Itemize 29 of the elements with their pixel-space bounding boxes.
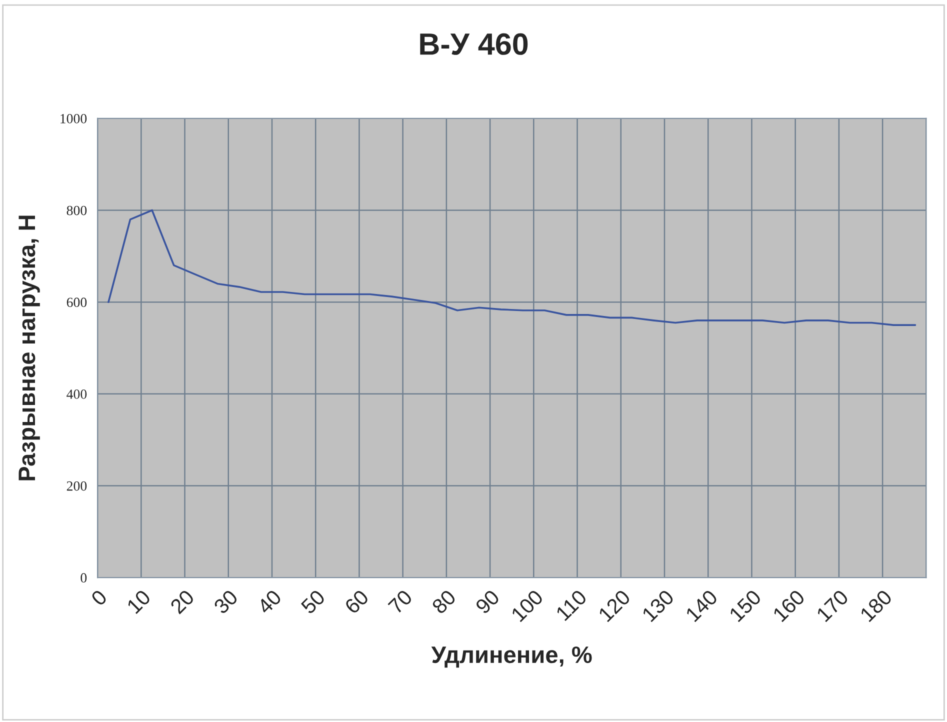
x-tick-label: 90 (474, 588, 500, 615)
x-tick-label: 180 (859, 588, 893, 622)
x-tick-label: 140 (685, 588, 718, 622)
x-tick-label: 100 (510, 588, 544, 622)
x-tick-label: 70 (388, 588, 414, 614)
x-tick-label: 160 (772, 588, 806, 622)
y-tick-label: 600 (66, 298, 87, 308)
y-tick-label: 200 (66, 481, 87, 491)
x-tick-label: 10 (126, 588, 152, 614)
x-tick-label: 60 (344, 588, 370, 614)
x-tick-label: 170 (816, 588, 850, 622)
x-tick-label: 0 (90, 588, 108, 606)
y-tick-label: 1000 (60, 114, 87, 124)
x-tick-label: 20 (170, 588, 196, 614)
x-tick-label: 150 (728, 588, 762, 622)
y-axis-title: Разрывнае нагрузка, Н (18, 216, 40, 480)
x-tick-label: 50 (300, 588, 326, 615)
y-tick-label: 0 (80, 573, 87, 583)
x-tick-label: 130 (641, 588, 675, 622)
y-tick-label: 800 (66, 206, 87, 216)
line-series (108, 209, 916, 326)
x-tick-label: 30 (212, 588, 239, 615)
x-tick-label: 120 (598, 588, 632, 622)
x-axis-title: Удлинение, % (431, 646, 592, 668)
x-tick-label: 40 (256, 588, 282, 615)
chart-title: В-У 460 (420, 33, 528, 55)
x-tick-label: 110 (555, 588, 588, 622)
x-tick-label: 80 (431, 588, 457, 615)
y-tick-label: 400 (66, 390, 87, 399)
